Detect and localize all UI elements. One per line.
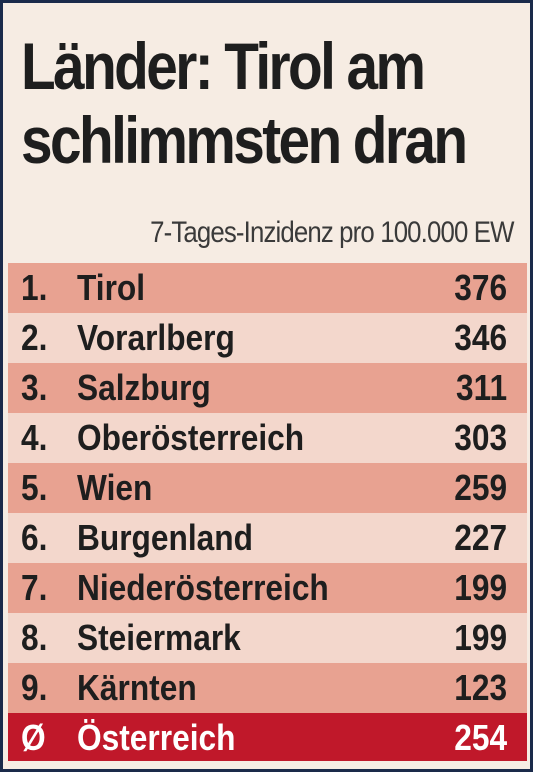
table-row: 5. Wien 259 bbox=[8, 463, 527, 513]
table-row: 2. Vorarlberg 346 bbox=[8, 313, 527, 363]
row-value: 123 bbox=[454, 667, 507, 708]
row-name: Burgenland bbox=[77, 517, 254, 558]
row-rank: 2. bbox=[21, 317, 48, 358]
row-value: 303 bbox=[454, 417, 507, 458]
table-row: 7. Niederösterreich 199 bbox=[8, 563, 527, 613]
row-rank: 8. bbox=[21, 617, 48, 658]
table-row: 1. Tirol 376 bbox=[8, 263, 527, 313]
row-value: 199 bbox=[454, 567, 507, 608]
row-rank: 1. bbox=[21, 267, 48, 308]
row-rank: 9. bbox=[21, 667, 48, 708]
table-row: 8. Steiermark 199 bbox=[8, 613, 527, 663]
row-rank: 5. bbox=[21, 467, 48, 508]
row-value: 227 bbox=[454, 517, 507, 558]
row-name: Oberösterreich bbox=[77, 417, 305, 458]
headline: Länder: Tirol am schlimmsten dran bbox=[21, 29, 468, 177]
row-value: 376 bbox=[454, 267, 507, 308]
headline-line-1: Länder: Tirol am bbox=[21, 29, 426, 103]
row-name: Vorarlberg bbox=[77, 317, 235, 358]
row-name: Kärnten bbox=[77, 667, 197, 708]
table-row: 6. Burgenland 227 bbox=[8, 513, 527, 563]
row-value: 311 bbox=[455, 367, 507, 408]
row-name: Niederösterreich bbox=[77, 567, 329, 608]
row-rank: 7. bbox=[21, 567, 48, 608]
row-name: Tirol bbox=[77, 267, 146, 308]
row-value: 259 bbox=[454, 467, 507, 508]
row-value: 346 bbox=[454, 317, 507, 358]
table-row: 9. Kärnten 123 bbox=[8, 663, 527, 713]
total-name: Österreich bbox=[77, 717, 236, 758]
row-rank: 3. bbox=[21, 367, 48, 408]
row-rank: 6. bbox=[21, 517, 48, 558]
row-name: Salzburg bbox=[77, 367, 211, 408]
row-name: Wien bbox=[77, 467, 153, 508]
ranking-table: 1. Tirol 376 2. Vorarlberg 346 3. Salzbu… bbox=[8, 263, 527, 761]
row-rank: 4. bbox=[21, 417, 48, 458]
table-row: 3. Salzburg 311 bbox=[8, 363, 527, 413]
row-name: Steiermark bbox=[77, 617, 241, 658]
headline-line-2: schlimmsten dran bbox=[21, 103, 468, 177]
row-value: 199 bbox=[454, 617, 507, 658]
table-row: 4. Oberösterreich 303 bbox=[8, 413, 527, 463]
total-row: Ø Österreich 254 bbox=[8, 713, 527, 761]
total-value: 254 bbox=[454, 717, 507, 758]
total-symbol: Ø bbox=[21, 717, 46, 758]
subtitle: 7-Tages-Inzidenz pro 100.000 EW bbox=[150, 216, 515, 249]
